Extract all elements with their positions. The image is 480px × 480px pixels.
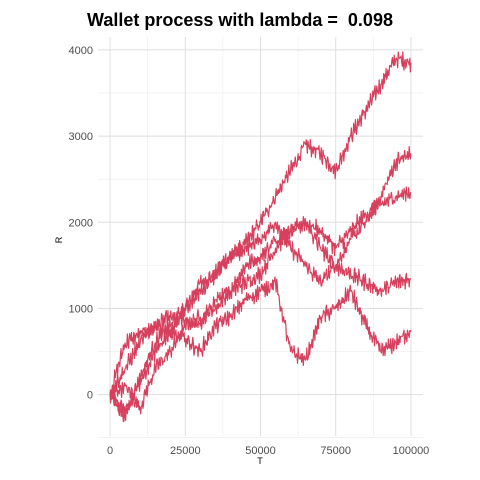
y-axis-title: R (54, 236, 64, 243)
y-tick-label: 3000 (69, 131, 93, 143)
y-tick-label: 1000 (69, 303, 93, 315)
x-tick-label: 75000 (320, 445, 351, 457)
x-tick-label: 0 (107, 445, 113, 457)
x-axis-title: T (257, 456, 263, 466)
x-tick-label: 50000 (245, 445, 276, 457)
grid-lines (98, 37, 423, 439)
y-tick-label: 4000 (69, 45, 93, 57)
x-tick-label: 100000 (393, 445, 430, 457)
chart-title: Wallet process with lambda = 0.098 (87, 10, 393, 30)
x-tick-label: 25000 (170, 445, 201, 457)
x-axis-ticks: 0 25000 50000 75000 100000 (107, 445, 429, 457)
y-axis-ticks: 0 1000 2000 3000 4000 (69, 45, 93, 402)
y-tick-label: 0 (87, 390, 93, 402)
y-tick-label: 2000 (69, 217, 93, 229)
series-line-3 (109, 186, 412, 415)
series-line-1 (109, 51, 412, 418)
series-lines (109, 51, 412, 423)
series-line-5 (109, 276, 412, 400)
